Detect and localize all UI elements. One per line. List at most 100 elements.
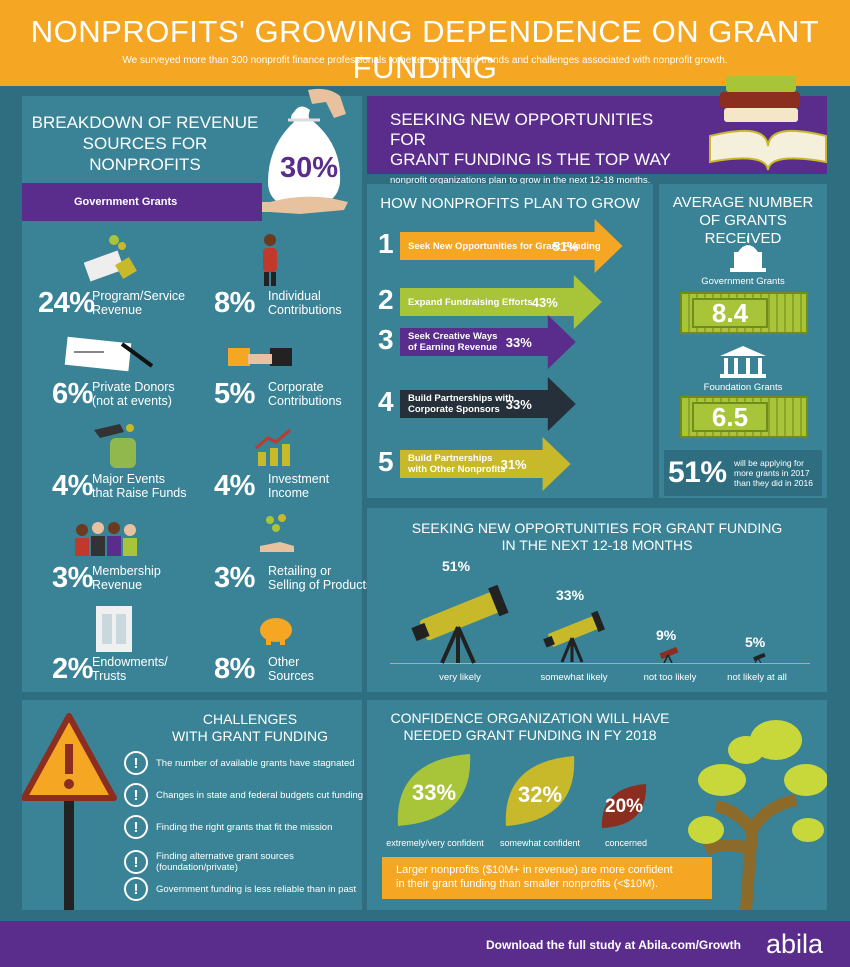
- conf-label-1: somewhat confident: [499, 838, 581, 848]
- grow-item-label: Seek Creative Ways of Earning Revenue: [408, 322, 497, 362]
- download-link[interactable]: Download the full study at Abila.com/Gro…: [486, 938, 741, 952]
- challenge-item-line-1: Government funding is less reliable than…: [156, 883, 357, 895]
- grow-item: 5 Build Partnerships with Other Nonprofits…: [378, 437, 648, 491]
- revenue-item-label-line-1: Major Events: [92, 472, 165, 486]
- grow-item-percent: 33%: [505, 396, 532, 412]
- revenue-title-line-1: BREAKDOWN OF REVENUE: [31, 113, 259, 132]
- tele-pct-0: 51%: [442, 558, 471, 574]
- building-icon: [96, 606, 132, 652]
- exclamation-icon: !: [124, 815, 148, 839]
- exclamation-icon: !: [124, 783, 148, 807]
- revenue-item-label-line-2: Sources: [268, 669, 314, 683]
- tele-label-2: not too likely: [643, 672, 697, 683]
- revenue-item-label: Program/Service Revenue: [92, 289, 192, 317]
- conf-pct-2: 20%: [605, 796, 644, 817]
- telescope-somewhat-likely-icon: [543, 610, 606, 663]
- challenge-item-text: Government funding is less reliable than…: [156, 884, 356, 895]
- grow-item-number: 2: [378, 284, 394, 315]
- revenue-item-label-line-1: Private Donors: [92, 380, 175, 394]
- capitol-icon: [730, 236, 766, 272]
- grow-item: 4 Build Partnerships with Corporate Sponso…: [378, 377, 648, 431]
- revenue-item-label: Endowments/Trusts: [92, 655, 192, 683]
- abila-logo: abila: [766, 929, 824, 959]
- grow-item-number: 3: [378, 324, 394, 355]
- revenue-item-percent: 3%: [52, 562, 93, 594]
- cash-register-icon: [84, 235, 137, 282]
- grow-item-label-line-1: Build Partnerships: [408, 453, 493, 464]
- challenge-item-line-1: Finding alternative grant sources: [156, 851, 294, 862]
- revenue-item-percent: 2%: [52, 653, 93, 685]
- confidence-title-line-1: CONFIDENCE ORGANIZATION WILL HAVE: [390, 710, 670, 726]
- challenge-item-line-1: Changes in state and federal budgets cut…: [156, 789, 364, 801]
- grow-item-arrow: [400, 315, 576, 369]
- challenge-item: ! Changes in state and federal budgets cu…: [124, 782, 363, 808]
- grow-item-number: 5: [378, 446, 394, 477]
- grow-item: 2 Expand Fundraising Efforts 43%: [378, 275, 648, 329]
- grow-item-arrow: [400, 377, 576, 431]
- exclamation-icon: !: [124, 751, 148, 775]
- avg-title-line-1: AVERAGE NUMBER: [672, 194, 814, 211]
- revenue-item-label: Membership Revenue: [92, 564, 192, 592]
- grow-item-percent: 51%: [552, 238, 579, 254]
- revenue-item-percent: 8%: [214, 653, 255, 685]
- revenue-item-label-line-2: Revenue: [92, 303, 143, 317]
- challenge-item: ! The number of available grants have sta…: [124, 750, 355, 776]
- telescope-title: SEEKING NEW OPPORTUNITIES FOR GRANT FUND…: [367, 520, 827, 554]
- page-title: NONPROFITS' GROWING DEPENDENCE ON GRANT …: [30, 14, 820, 85]
- grow-item-arrow: [400, 437, 571, 491]
- confidence-title-line-2: NEEDED GRANT FUNDING IN FY 2018: [403, 727, 657, 743]
- revenue-item-percent: 6%: [52, 378, 93, 410]
- confidence-note: Larger nonprofits ($10M+ in revenue) are…: [382, 857, 712, 899]
- found-grants-label: Foundation Grants: [703, 382, 783, 393]
- challenge-item: ! Finding the right grants that fit the m…: [124, 814, 332, 840]
- conf-pct-1: 32%: [518, 782, 563, 807]
- revenue-item-percent: 4%: [214, 470, 255, 502]
- handshake-icon: [228, 348, 292, 366]
- revenue-item-label-line-1: Program/Service: [92, 289, 186, 303]
- revenue-item-label-line-2: Selling of Products: [268, 578, 373, 592]
- exclamation-icon: !: [124, 877, 148, 901]
- grow-item-label: Seek New Opportunities for Grant Funding: [408, 226, 601, 266]
- challenge-item-line-2: (foundation/private): [156, 862, 238, 873]
- tele-pct-2: 9%: [656, 627, 677, 643]
- grow-item-percent: 33%: [505, 334, 532, 350]
- tele-pct-1: 33%: [556, 587, 585, 603]
- revenue-item-label-line-2: Trusts: [92, 669, 127, 683]
- telescope-title-line-2: IN THE NEXT 12-18 MONTHS: [501, 537, 693, 553]
- challenges-title-line-1: CHALLENGES: [202, 711, 298, 727]
- revenue-item-label-line-2: Income: [268, 486, 309, 500]
- challenge-item-line-1: Finding the right grants that fit the mi…: [156, 821, 333, 833]
- challenge-item-text: Finding alternative grant sources (founda…: [156, 851, 294, 873]
- grow-item-number: 4: [378, 386, 394, 417]
- found-grants-bill: 6.5: [680, 396, 808, 438]
- grow-title: HOW NONPROFITS PLAN TO GROW: [380, 195, 640, 212]
- grow-item-arrow-shape: [400, 377, 576, 431]
- bank-icon: [720, 346, 766, 378]
- avg-stat-percent: 51%: [668, 456, 727, 489]
- piggy-bank-icon: [260, 618, 292, 645]
- revenue-item-label-line-1: Other: [268, 655, 300, 669]
- revenue-item-percent: 4%: [52, 470, 93, 502]
- revenue-item-label-line-1: Investment: [268, 472, 330, 486]
- grow-item-arrow-shape: [400, 219, 623, 273]
- revenue-item-label-line-2: Revenue: [92, 578, 143, 592]
- avg-title: AVERAGE NUMBER OF GRANTS RECEIVED: [659, 194, 827, 248]
- revenue-item-label-line-1: Corporate: [268, 380, 324, 394]
- avg-stat-line-1: will be applying for: [734, 458, 804, 468]
- grow-item: 1 Seek New Opportunities for Grant Fundin…: [378, 219, 648, 273]
- challenge-item-text: The number of available grants have stag…: [156, 758, 355, 769]
- page-subtitle: We surveyed more than 300 nonprofit fina…: [122, 55, 728, 66]
- telescope-very-likely-icon: [411, 584, 509, 664]
- leaf-very-confident-icon: [397, 754, 471, 826]
- revenue-item-percent: 5%: [214, 378, 255, 410]
- avg-panel: [659, 184, 827, 498]
- revenue-item-label: Other Sources: [268, 655, 398, 683]
- revenue-item-label-line-1: Endowments/: [92, 655, 168, 669]
- revenue-item-label-line-1: Retailing or: [268, 564, 332, 578]
- revenue-item-percent: 3%: [214, 562, 255, 594]
- leaf-somewhat-confident-icon: [505, 756, 575, 826]
- grow-item-percent: 43%: [531, 294, 558, 310]
- government-grants-banner: Government Grants: [22, 183, 262, 221]
- confidence-note-line-1: Larger nonprofits ($10M+ in revenue) are…: [396, 864, 673, 876]
- grow-item: 3 Seek Creative Ways of Earning Revenue 33%: [378, 315, 648, 369]
